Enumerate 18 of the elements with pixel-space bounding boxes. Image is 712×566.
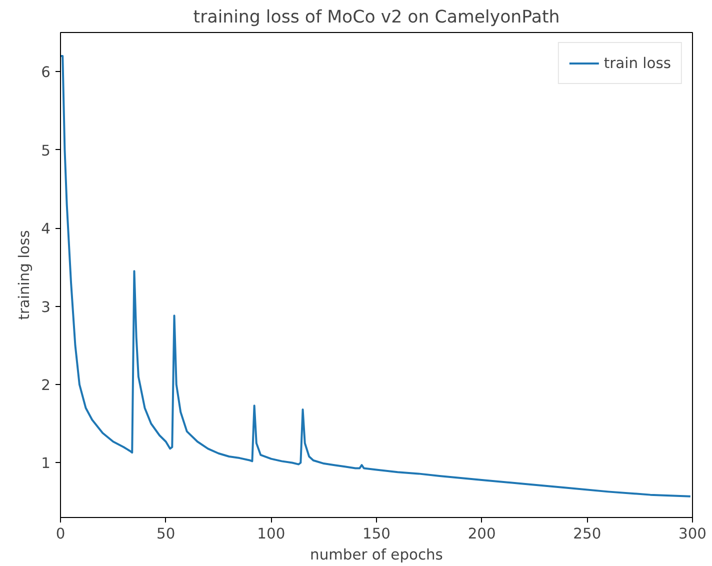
y-tick-label: 3: [41, 298, 51, 316]
y-tick-label: 1: [41, 455, 51, 472]
y-tick-label: 5: [41, 142, 51, 160]
chart-title: training loss of MoCo v2 on CamelyonPath: [193, 8, 560, 28]
x-tick-label: 300: [678, 526, 706, 542]
x-tick-label: 200: [468, 526, 496, 542]
y-tick-label: 2: [41, 377, 51, 394]
y-tick-label: 6: [41, 64, 51, 82]
y-axis-title: training loss: [16, 230, 34, 320]
legend-label: train loss: [604, 54, 671, 72]
x-tick-label: 150: [362, 526, 390, 542]
x-tick-label: 100: [257, 526, 286, 542]
x-tick-label: 0: [56, 526, 66, 542]
line-series: [60, 54, 692, 498]
x-tick-label: 50: [156, 526, 176, 542]
x-tick-label: 250: [573, 526, 602, 542]
x-axis-title: number of epochs: [310, 546, 443, 564]
y-tick-label: 4: [41, 220, 51, 238]
